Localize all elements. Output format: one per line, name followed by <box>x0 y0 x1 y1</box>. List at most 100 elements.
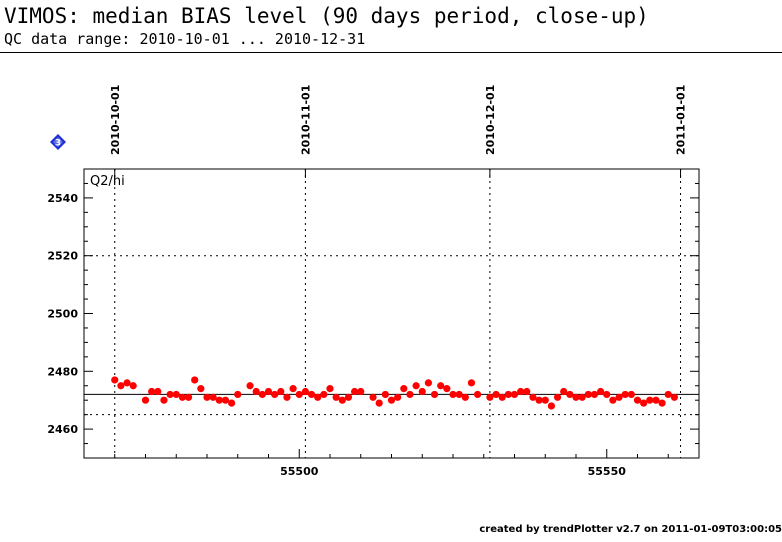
page-title: VIMOS: median BIAS level (90 days period… <box>4 4 649 28</box>
grid-layer <box>84 169 699 458</box>
diamond-3-icon[interactable]: 3 <box>50 134 66 150</box>
data-point <box>461 393 469 401</box>
data-point <box>455 390 463 399</box>
data-point <box>670 393 679 401</box>
data-point <box>351 387 359 396</box>
data-point <box>141 396 150 404</box>
data-point <box>129 382 137 390</box>
data-point <box>590 390 599 399</box>
data-point <box>234 390 242 399</box>
data-point <box>172 390 180 399</box>
data-point <box>357 387 365 396</box>
data-point <box>504 390 512 399</box>
data-point <box>203 393 211 401</box>
data-point <box>148 387 156 396</box>
panel-label: Q2/hi <box>90 174 125 189</box>
data-point <box>535 396 543 404</box>
data-point <box>584 390 592 399</box>
date-tick-label: 2011-01-01 <box>675 85 688 155</box>
data-point <box>344 393 353 401</box>
data-point <box>412 382 420 390</box>
data-point <box>277 387 285 396</box>
data-point <box>154 387 162 396</box>
data-points <box>111 376 679 410</box>
data-point <box>553 393 562 401</box>
data-point <box>117 382 125 390</box>
data-point <box>578 393 586 401</box>
y-tick-label: 2500 <box>47 308 78 321</box>
data-point <box>246 382 254 390</box>
data-point <box>400 385 408 393</box>
data-point <box>621 390 629 399</box>
data-point <box>443 385 451 393</box>
data-point <box>529 393 537 401</box>
data-point <box>221 396 230 404</box>
data-point <box>627 390 635 399</box>
badge-label: 3 <box>55 139 61 149</box>
data-point <box>541 396 549 404</box>
data-point <box>615 393 623 401</box>
data-point <box>597 387 605 396</box>
data-point <box>394 393 402 401</box>
data-point <box>166 390 174 399</box>
qc-data-range: QC data range: 2010-10-01 ... 2010-12-31 <box>4 30 366 48</box>
data-point <box>652 396 660 404</box>
data-point <box>338 396 346 404</box>
data-point <box>646 396 654 404</box>
y-tick-label: 2520 <box>47 250 78 263</box>
plot-frame <box>83 168 700 459</box>
x-tick-label: 55500 <box>280 465 319 478</box>
data-point <box>633 396 642 404</box>
data-point <box>609 396 617 404</box>
data-point <box>449 390 457 399</box>
data-point <box>326 385 334 393</box>
data-point <box>547 402 556 410</box>
data-point <box>191 376 199 384</box>
data-point <box>640 399 648 407</box>
data-point <box>387 396 396 404</box>
data-point <box>566 390 574 399</box>
data-point <box>375 399 383 407</box>
data-point <box>492 390 500 399</box>
data-point <box>572 393 580 401</box>
data-point <box>258 390 266 399</box>
data-point <box>123 379 131 387</box>
data-point <box>111 376 119 384</box>
data-point <box>332 393 340 401</box>
data-point <box>603 390 611 399</box>
data-point <box>523 387 531 396</box>
data-point <box>430 390 439 399</box>
date-tick-label: 2010-11-01 <box>299 85 312 155</box>
data-point <box>467 379 476 387</box>
data-point <box>184 393 193 401</box>
y-tick-label: 2540 <box>47 192 78 205</box>
data-point <box>437 382 445 390</box>
data-point <box>264 387 273 396</box>
data-point <box>307 390 316 399</box>
data-point <box>486 393 494 401</box>
data-point <box>215 396 223 404</box>
data-point <box>271 390 279 399</box>
footer-credit: created by trendPlotter v2.7 on 2011-01-… <box>479 524 782 535</box>
data-point <box>209 393 217 401</box>
data-point <box>160 396 168 404</box>
frame-layer <box>83 168 700 459</box>
data-point <box>295 390 303 399</box>
data-point <box>228 399 236 407</box>
label-layer: 2460 2480 2500 2520 2540 55500 55550 2010-10-01… <box>47 85 687 478</box>
x-tick-label: 55550 <box>588 465 627 478</box>
data-point <box>320 390 328 399</box>
data-point <box>178 393 186 401</box>
data-point <box>381 390 389 399</box>
y-tick-label: 2480 <box>47 365 78 378</box>
data-point <box>197 385 205 393</box>
date-tick-label: 2010-12-01 <box>484 85 497 155</box>
data-point <box>517 387 525 396</box>
data-point <box>252 387 260 396</box>
data-point <box>498 393 506 401</box>
data-point <box>474 390 482 399</box>
date-tick-label: 2010-10-01 <box>109 85 122 155</box>
data-point <box>664 390 672 399</box>
data-point <box>289 385 297 393</box>
